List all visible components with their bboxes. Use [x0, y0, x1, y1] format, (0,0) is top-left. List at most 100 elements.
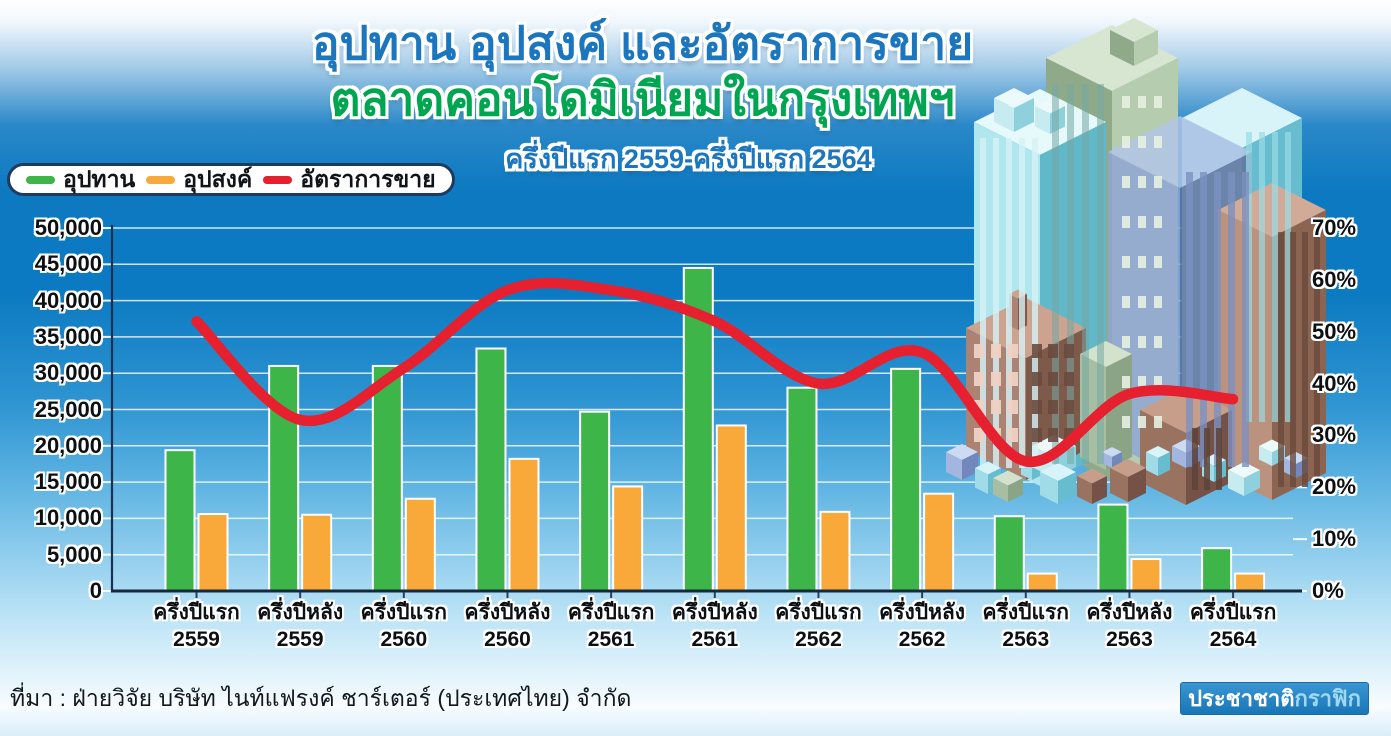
percent-axis-label: 70% — [1312, 215, 1357, 240]
building-window — [1285, 132, 1291, 422]
building-face — [1110, 30, 1134, 66]
building-window — [1008, 372, 1018, 386]
building-window — [1154, 216, 1162, 228]
building-face — [1244, 470, 1260, 496]
building-face — [994, 98, 1014, 132]
supply-bar — [371, 364, 403, 592]
x-axis-label-period: ครึ่งปีแรก — [567, 601, 655, 624]
building-window — [1138, 296, 1146, 308]
y-axis-label: 45,000 — [34, 251, 102, 277]
building-window — [1122, 136, 1130, 148]
building-window — [1138, 336, 1146, 348]
building-window — [1138, 176, 1146, 188]
building-window — [1138, 216, 1146, 228]
percent-axis-label: 60% — [1312, 266, 1357, 292]
x-axis-label-year: 2563 — [1002, 628, 1050, 651]
building-window — [1008, 428, 1018, 442]
demand-bar — [1234, 572, 1266, 592]
building-window — [1048, 344, 1058, 358]
x-axis-label-period: ครึ่งปีแรก — [153, 601, 240, 624]
building-window — [1216, 428, 1222, 490]
building-face — [1035, 106, 1050, 134]
building-window — [1122, 416, 1130, 428]
building-window — [974, 400, 984, 414]
building-window — [1192, 428, 1198, 490]
legend-swatch — [146, 175, 176, 184]
legend-label: อัตราการขาย — [300, 165, 436, 192]
building-window — [1008, 344, 1018, 358]
building-window — [991, 372, 1001, 386]
building-window — [1048, 428, 1058, 442]
building-window — [1122, 256, 1130, 268]
x-axis-label-year: 2559 — [173, 628, 220, 651]
supply-bar — [579, 410, 611, 593]
building-window — [1122, 96, 1130, 108]
building-window — [1138, 96, 1146, 108]
source-note: ที่มา : ฝ่ายวิจัย บริษัท ไนท์แฟรงค์ ชาร์… — [10, 685, 632, 711]
building-window — [1032, 344, 1042, 358]
building-face — [1259, 446, 1272, 466]
building-window — [1186, 172, 1193, 467]
supply-bar — [1201, 547, 1233, 593]
building-face — [1102, 452, 1112, 468]
x-axis-label-year: 2562 — [795, 628, 842, 651]
legend-item-demand: อุปสงค์ — [146, 162, 252, 198]
building-window — [1008, 400, 1018, 414]
supply-bar — [1097, 503, 1129, 592]
demand-bar — [1026, 572, 1058, 592]
building-face — [1014, 98, 1034, 132]
legend-item-supply: อุปทาน — [26, 162, 135, 198]
building-window — [1052, 84, 1059, 464]
percent-axis-label: 40% — [1312, 370, 1357, 396]
supply-bar — [164, 449, 196, 592]
supply-bar — [786, 386, 818, 592]
publisher-logo-text-sub: กราฟิก — [1294, 685, 1361, 711]
building-window — [1048, 400, 1058, 414]
x-axis-label-year: 2560 — [484, 628, 531, 651]
building-window — [1067, 84, 1074, 464]
supply-bar — [993, 515, 1025, 592]
y-axis-label: 0 — [89, 578, 102, 603]
building-window — [1242, 172, 1249, 467]
building-window — [1228, 172, 1235, 467]
sales-rate-line-layer — [191, 277, 1239, 467]
building-window — [974, 428, 984, 442]
chart-subtitle: ตลาดคอนโดมิเนียมในกรุงเทพฯ — [330, 72, 955, 125]
y-axis-label: 10,000 — [34, 505, 102, 531]
building-window — [1154, 136, 1162, 148]
x-axis-label-year: 2559 — [276, 628, 324, 651]
building-face — [1077, 476, 1092, 504]
percent-axis-label: 50% — [1312, 318, 1357, 344]
y-axis-label: 50,000 — [34, 215, 102, 240]
building-window — [1138, 376, 1146, 388]
building-window — [1290, 232, 1296, 487]
building-window — [1032, 372, 1042, 386]
x-axis-label-period: ครึ่งปีหลัง — [1086, 601, 1173, 624]
building-window — [993, 138, 999, 468]
supply-bar — [475, 347, 507, 592]
legend-swatch — [26, 175, 55, 184]
legend-swatch — [263, 175, 293, 184]
building-window — [1048, 372, 1058, 386]
building-window — [974, 372, 984, 386]
supply-bar — [890, 367, 922, 592]
building-window — [1154, 336, 1162, 348]
x-axis-label-period: ครึ่งปีแรก — [360, 601, 448, 624]
y-axis-label: 25,000 — [34, 396, 102, 422]
demand-bar — [404, 497, 436, 593]
x-axis-label-period: ครึ่งปีหลัง — [464, 601, 551, 624]
building-window — [1122, 216, 1130, 228]
building-window — [1122, 296, 1130, 308]
legend: อุปทาน อุปสงค์ อัตราการขาย — [7, 163, 455, 196]
y-axis-label: 20,000 — [34, 432, 102, 458]
building-window — [1032, 400, 1042, 414]
building-window — [1032, 138, 1038, 468]
sales-rate-line — [191, 277, 1239, 467]
building-face — [1228, 470, 1244, 496]
building-window — [1138, 256, 1146, 268]
x-axis-label-year: 2562 — [898, 628, 946, 651]
demand-bar — [819, 510, 851, 592]
legend-item-sales-rate: อัตราการขาย — [263, 162, 436, 198]
